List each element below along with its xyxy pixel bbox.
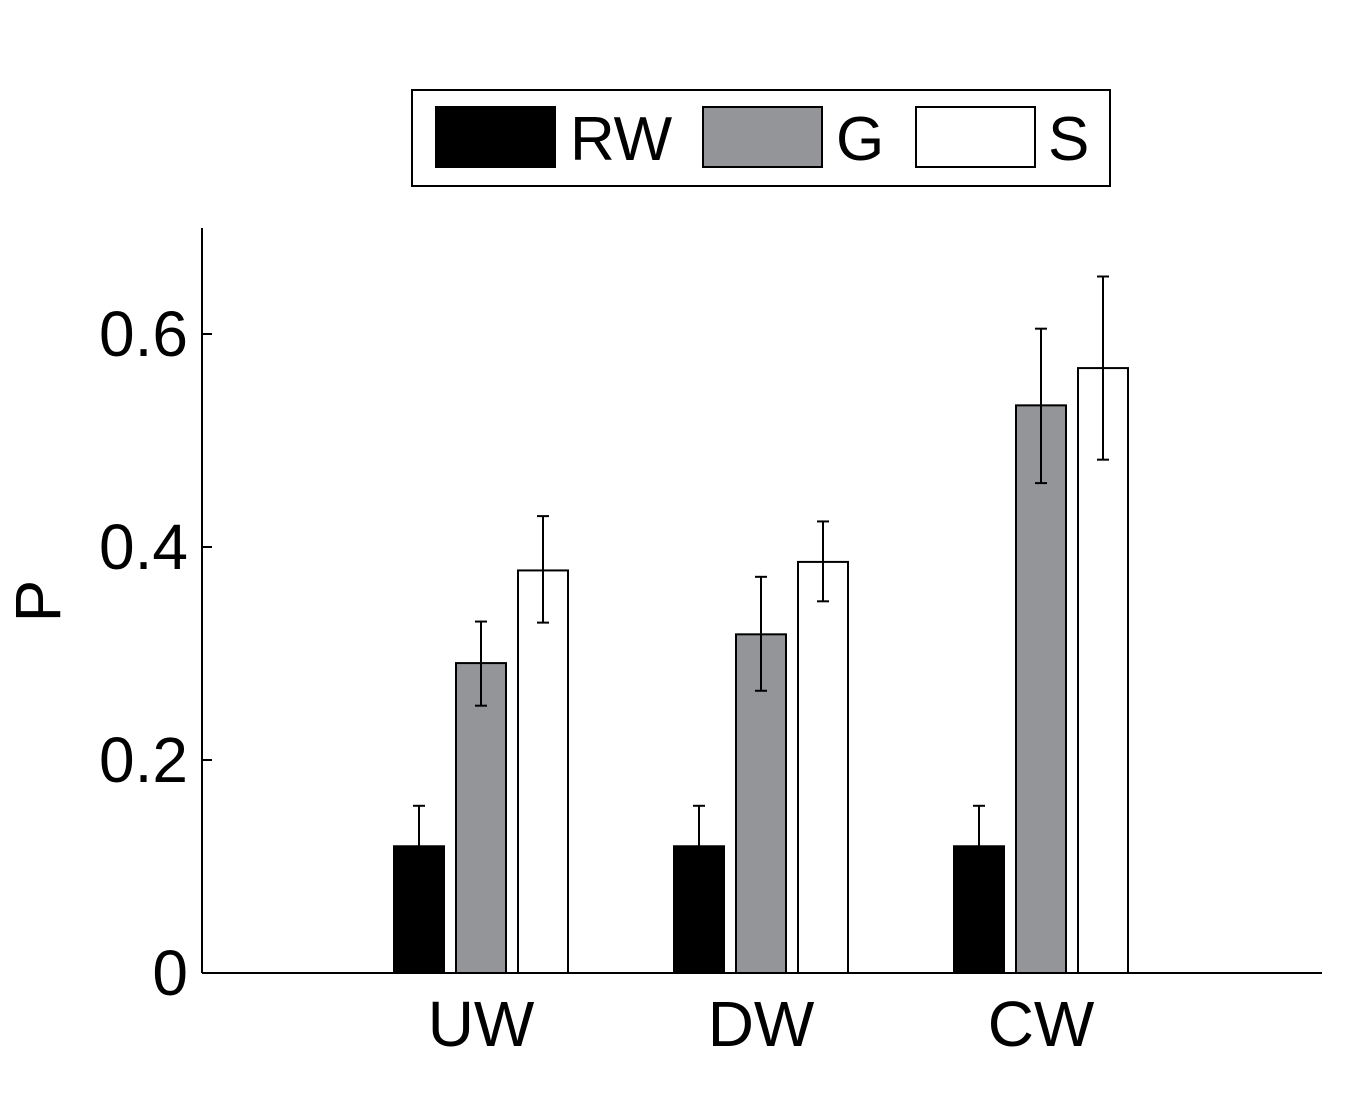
legend: RW G S	[411, 89, 1111, 187]
bars	[393, 275, 1129, 975]
legend-label-rw: RW	[570, 105, 673, 174]
bar-g-cw	[1015, 404, 1067, 975]
legend-swatch-s	[915, 106, 1036, 168]
legend-swatch-g	[702, 106, 823, 168]
x-category-label: DW	[708, 988, 815, 1060]
labels: 0 0.2 0.4 0.6 P UW DW CW	[2, 298, 1095, 1060]
y-axis-title: P	[2, 580, 74, 623]
bar-g-uw	[455, 662, 507, 975]
legend-label-g: G	[836, 105, 884, 174]
bar-s-cw	[1077, 367, 1129, 974]
bar-s-dw	[797, 560, 849, 974]
legend-label-s: S	[1048, 105, 1089, 174]
y-tick-label: 0.4	[99, 511, 188, 583]
bar-s-uw	[517, 569, 569, 974]
bar-rw-dw	[673, 845, 725, 975]
y-tick-label: 0.2	[99, 724, 188, 796]
y-tick-label: 0	[152, 937, 188, 1009]
legend-swatch-rw	[435, 106, 556, 168]
bar-rw-uw	[393, 845, 445, 975]
bar-rw-cw	[953, 845, 1005, 975]
x-category-label: CW	[988, 988, 1095, 1060]
x-category-label: UW	[428, 988, 535, 1060]
y-tick-label: 0.6	[99, 298, 188, 370]
